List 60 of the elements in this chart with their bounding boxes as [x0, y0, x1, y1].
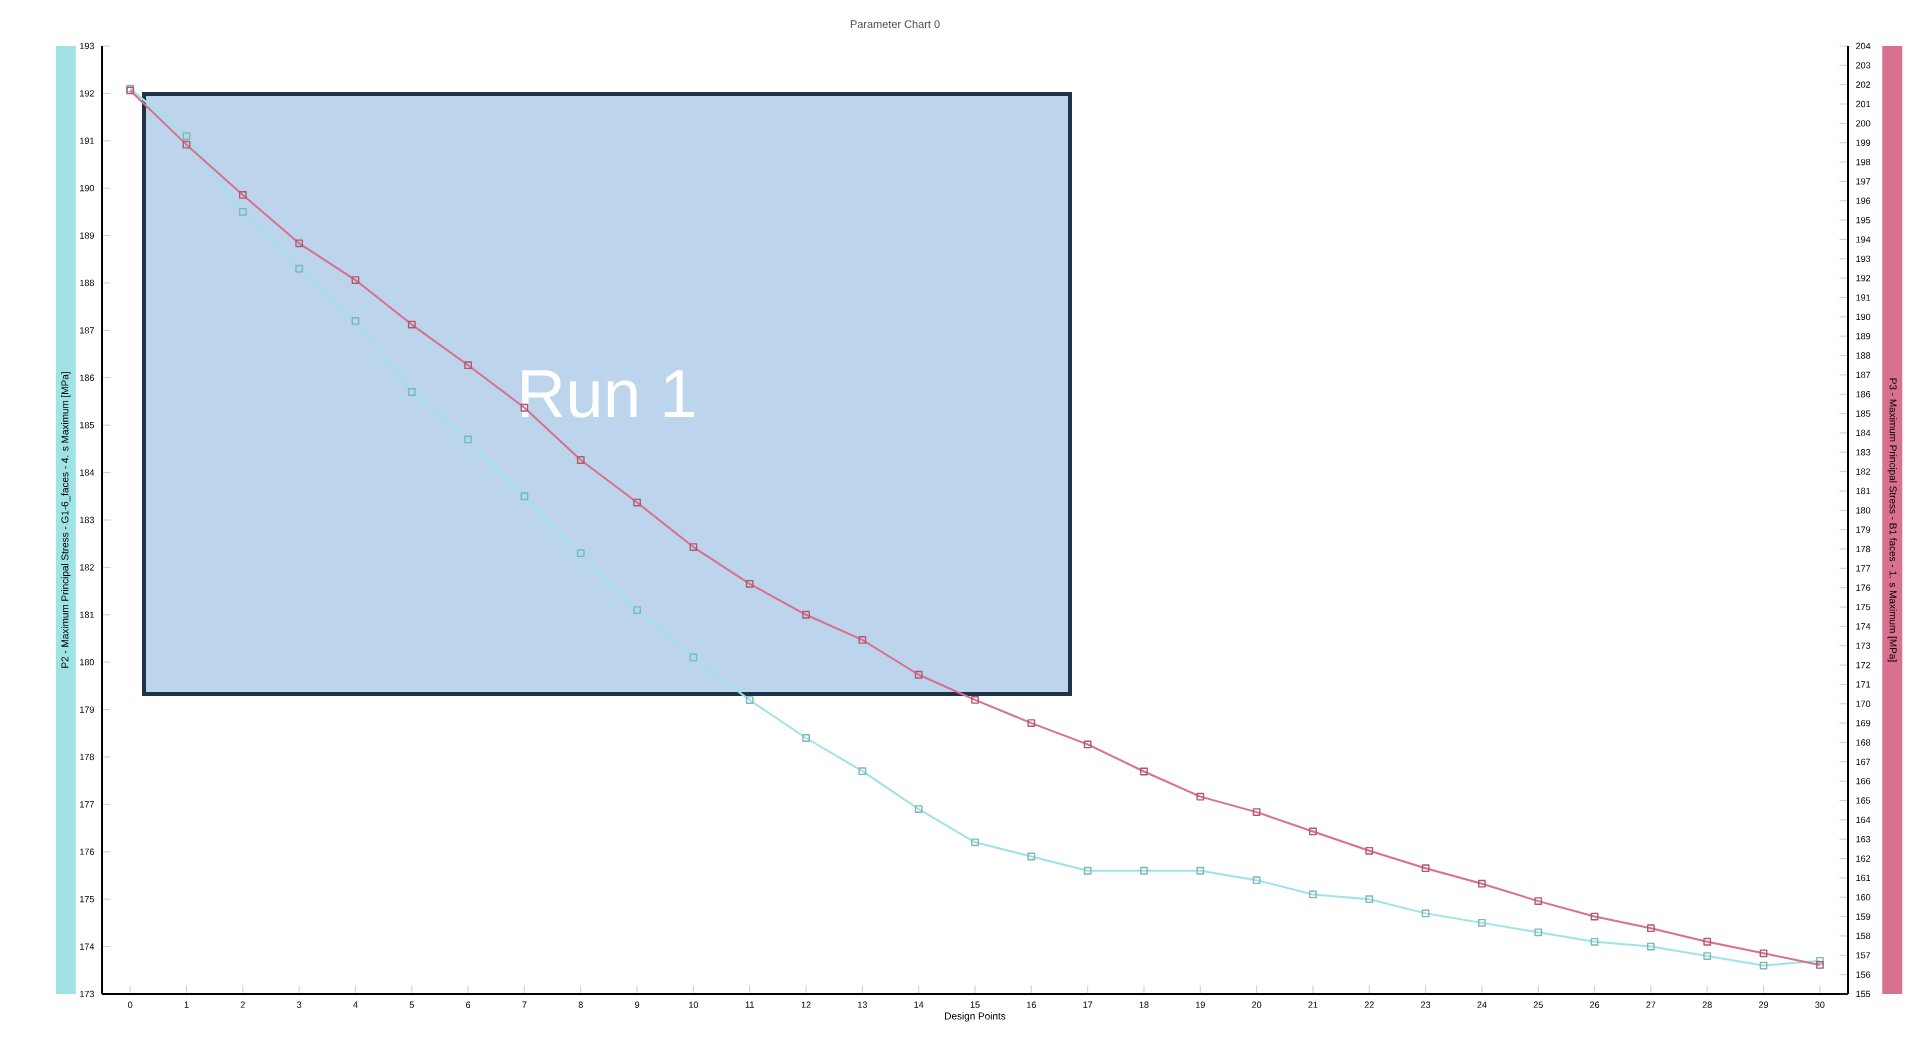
point [745, 579, 754, 588]
point [1365, 846, 1374, 855]
point [238, 191, 247, 199]
point [689, 543, 698, 551]
point [238, 207, 247, 216]
point [1534, 897, 1543, 905]
point [1759, 961, 1768, 970]
point [1196, 866, 1205, 875]
point [633, 498, 641, 507]
point [182, 132, 191, 140]
point [1590, 912, 1599, 921]
point [407, 320, 416, 329]
point [1196, 792, 1205, 801]
point [1027, 852, 1036, 861]
point [1252, 876, 1261, 885]
point [295, 239, 304, 248]
point [1421, 909, 1430, 918]
point [1309, 827, 1317, 836]
point [1703, 952, 1712, 960]
point [182, 140, 191, 149]
point [1590, 937, 1599, 946]
point [858, 636, 867, 644]
point [520, 492, 529, 501]
point [971, 838, 979, 847]
point [1478, 879, 1486, 888]
point [914, 670, 923, 679]
point [914, 805, 923, 814]
point [1759, 949, 1768, 958]
point [407, 388, 416, 396]
point [1815, 961, 1824, 969]
point [576, 456, 585, 464]
point [1365, 895, 1374, 904]
point [1815, 956, 1824, 965]
point [1703, 937, 1712, 946]
point [745, 696, 754, 704]
point [689, 653, 698, 662]
point [858, 767, 867, 776]
point [351, 316, 360, 325]
point [1646, 942, 1655, 951]
point [1421, 864, 1430, 873]
point [295, 264, 304, 273]
point [802, 734, 810, 742]
point [1252, 808, 1261, 817]
point [1534, 928, 1543, 937]
point [1478, 918, 1486, 927]
point [1027, 719, 1036, 728]
point [1646, 924, 1655, 933]
point [633, 606, 641, 614]
point [802, 610, 810, 619]
point [1140, 866, 1148, 875]
annotation: Run 1 [522, 370, 695, 418]
point [351, 276, 360, 284]
point [576, 549, 585, 558]
point [1083, 866, 1092, 875]
point [1140, 767, 1148, 776]
point [1309, 890, 1317, 899]
point [1083, 740, 1092, 749]
point [464, 361, 473, 370]
point [971, 696, 979, 704]
point [464, 435, 473, 444]
